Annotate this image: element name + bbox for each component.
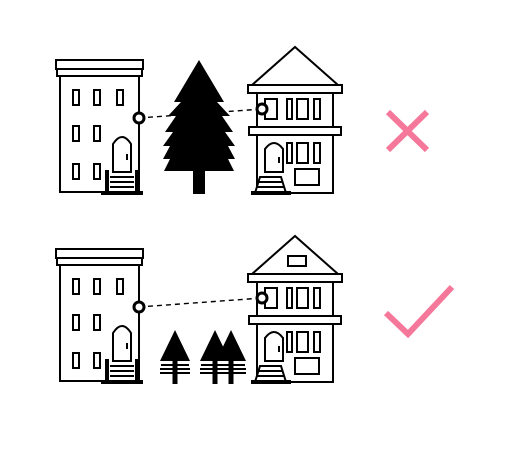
antenna-node-left	[132, 111, 146, 125]
apartment-building-left	[55, 248, 144, 385]
tall-pine-tree-obstacle	[163, 60, 235, 194]
victorian-house-right	[247, 46, 343, 196]
attic-window	[287, 255, 307, 267]
link-line-clear	[138, 297, 263, 308]
short-pine-tree	[160, 330, 190, 384]
antenna-node-left	[132, 300, 146, 314]
apartment-building-left	[55, 59, 144, 196]
row-clear	[55, 235, 455, 385]
row-obstructed	[55, 46, 430, 196]
check-icon	[383, 284, 455, 339]
cross-icon	[385, 109, 430, 153]
antenna-node-right	[255, 291, 269, 305]
antenna-node-right	[255, 102, 269, 116]
link-line-obstructed	[138, 108, 263, 119]
short-pine-tree	[216, 330, 246, 384]
